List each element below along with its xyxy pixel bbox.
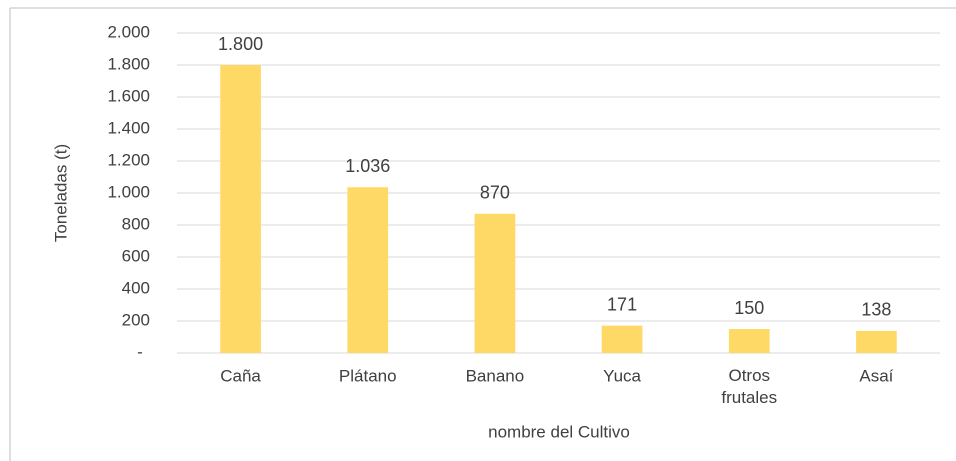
y-tick-label: 600 <box>122 246 150 265</box>
data-label: 171 <box>607 294 637 314</box>
bar <box>347 187 389 353</box>
y-axis-title: Toneladas (t) <box>51 144 70 242</box>
y-tick-label: - <box>137 342 143 361</box>
bar <box>474 213 516 353</box>
y-tick-label: 1.800 <box>107 54 150 73</box>
y-tick-label: 2.000 <box>107 22 150 41</box>
x-tick-label: Otros frutales <box>721 366 777 407</box>
y-tick-label: 1.000 <box>107 182 150 201</box>
x-tick-label: Caña <box>220 366 261 385</box>
data-label: 870 <box>480 183 510 203</box>
x-axis-title: nombre del Cultivo <box>488 422 630 441</box>
y-tick-label: 800 <box>122 214 150 233</box>
x-tick-label: Yuca <box>603 366 641 385</box>
y-tick-label: 1.400 <box>107 118 150 137</box>
data-label: 1.036 <box>345 156 390 176</box>
data-label: 1.800 <box>218 34 263 54</box>
data-label: 150 <box>734 298 764 318</box>
x-tick-label: Plátano <box>339 366 397 385</box>
y-tick-label: 400 <box>122 278 150 297</box>
y-tick-label: 1.600 <box>107 86 150 105</box>
bar <box>601 325 643 353</box>
x-tick-label: Banano <box>466 366 525 385</box>
y-tick-label: 200 <box>122 310 150 329</box>
y-tick-label: 1.200 <box>107 150 150 169</box>
x-tick-label: Asaí <box>859 366 893 385</box>
data-label: 138 <box>861 300 891 320</box>
bar <box>856 330 897 353</box>
bar <box>220 65 261 353</box>
bar <box>728 329 770 353</box>
